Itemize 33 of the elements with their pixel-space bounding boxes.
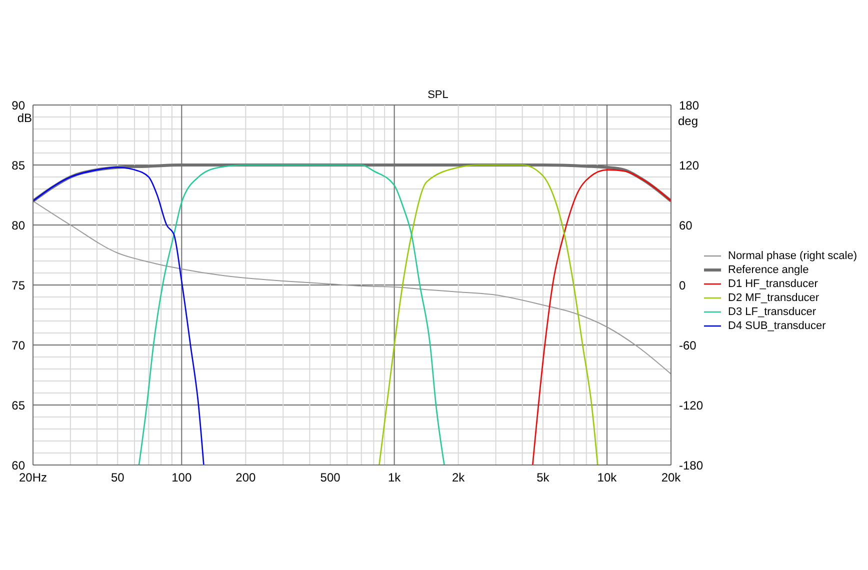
y2-tick-label: 60 xyxy=(679,218,693,232)
y2-tick-label: -60 xyxy=(679,338,697,352)
y2-tick-label: 180 xyxy=(679,98,700,112)
x-tick-label: 2k xyxy=(452,470,466,485)
chart-title: SPL xyxy=(428,89,448,101)
y2-tick-label: -180 xyxy=(679,458,704,472)
x-tick-label: 200 xyxy=(236,470,256,485)
y2-tick-label: 120 xyxy=(679,158,700,172)
x-tick-label: 20Hz xyxy=(18,470,48,485)
y-tick-label: 65 xyxy=(12,398,26,412)
y-axis-title: dB xyxy=(16,111,32,125)
legend-label: D3 LF_transducer xyxy=(728,305,816,319)
y2-axis-title: deg xyxy=(678,114,698,128)
y-tick-label: 75 xyxy=(12,278,26,292)
legend-label: Normal phase (right scale) xyxy=(728,249,857,263)
legend-label: D2 MF_transducer xyxy=(728,291,820,305)
x-tick-label: 10k xyxy=(597,470,618,485)
y2-tick-label: -120 xyxy=(679,398,704,412)
legend-label: D1 HF_transducer xyxy=(728,277,818,291)
y2-tick-label: 0 xyxy=(679,278,686,292)
legend-label: Reference angle xyxy=(728,263,809,277)
y-tick-label: 85 xyxy=(12,158,26,172)
x-tick-label: 50 xyxy=(110,470,125,485)
x-tick-label: 1k xyxy=(388,470,402,485)
legend-label: D4 SUB_transducer xyxy=(728,319,826,333)
x-tick-label: 100 xyxy=(172,470,192,485)
y-tick-label: 90 xyxy=(12,98,26,112)
y-tick-label: 80 xyxy=(12,218,26,232)
x-tick-label: 5k xyxy=(536,470,550,485)
x-tick-label: 500 xyxy=(320,470,341,485)
y-tick-label: 60 xyxy=(12,458,26,472)
x-tick-label: 20k xyxy=(661,470,682,485)
y-tick-label: 70 xyxy=(12,338,26,352)
